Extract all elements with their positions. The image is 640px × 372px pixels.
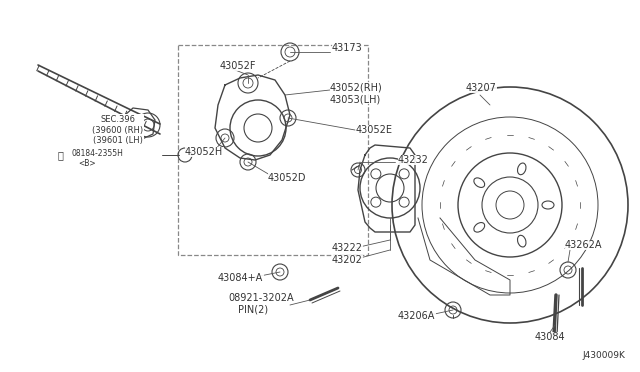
Text: 43053(LH): 43053(LH) xyxy=(330,94,381,104)
Text: 43232: 43232 xyxy=(398,155,429,165)
Text: J430009K: J430009K xyxy=(582,351,625,360)
Text: 43052E: 43052E xyxy=(356,125,393,135)
Bar xyxy=(178,45,368,255)
Text: 43222: 43222 xyxy=(332,243,363,253)
Text: 43262A: 43262A xyxy=(565,240,602,250)
Text: 43206A: 43206A xyxy=(398,311,435,321)
Text: 43052H: 43052H xyxy=(185,147,223,157)
Text: 43052D: 43052D xyxy=(268,173,307,183)
Text: 43052F: 43052F xyxy=(220,61,257,71)
Text: 08184-2355H: 08184-2355H xyxy=(72,148,124,157)
Text: <B>: <B> xyxy=(78,158,95,167)
Text: SEC.396
(39600 (RH)
(39601 (LH): SEC.396 (39600 (RH) (39601 (LH) xyxy=(92,115,143,145)
Text: 43202: 43202 xyxy=(332,255,363,265)
Text: 43084+A: 43084+A xyxy=(218,273,263,283)
Text: PIN(2): PIN(2) xyxy=(238,305,268,315)
Text: Ⓑ: Ⓑ xyxy=(57,150,63,160)
Text: 08921-3202A: 08921-3202A xyxy=(228,293,294,303)
Text: 43052(RH): 43052(RH) xyxy=(330,82,383,92)
Text: 43084: 43084 xyxy=(535,332,566,342)
Text: 43173: 43173 xyxy=(332,43,363,53)
Text: 43207: 43207 xyxy=(466,83,497,93)
